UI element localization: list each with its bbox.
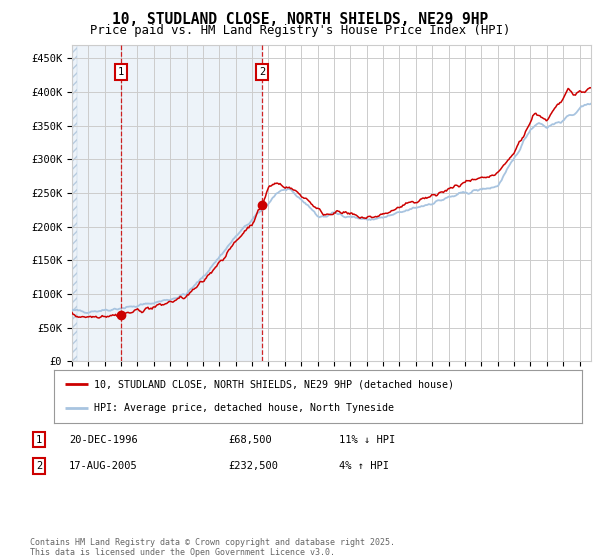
Text: 20-DEC-1996: 20-DEC-1996	[69, 435, 138, 445]
Bar	[72, 45, 77, 361]
Text: Contains HM Land Registry data © Crown copyright and database right 2025.
This d: Contains HM Land Registry data © Crown c…	[30, 538, 395, 557]
Text: 1: 1	[36, 435, 42, 445]
Text: 10, STUDLAND CLOSE, NORTH SHIELDS, NE29 9HP (detached house): 10, STUDLAND CLOSE, NORTH SHIELDS, NE29 …	[94, 380, 454, 390]
Text: £232,500: £232,500	[228, 461, 278, 471]
Bar	[72, 45, 262, 361]
Text: 10, STUDLAND CLOSE, NORTH SHIELDS, NE29 9HP: 10, STUDLAND CLOSE, NORTH SHIELDS, NE29 …	[112, 12, 488, 27]
Text: Price paid vs. HM Land Registry's House Price Index (HPI): Price paid vs. HM Land Registry's House …	[90, 24, 510, 37]
Text: 1: 1	[118, 67, 124, 77]
Text: 2: 2	[36, 461, 42, 471]
Text: 4% ↑ HPI: 4% ↑ HPI	[339, 461, 389, 471]
Text: 17-AUG-2005: 17-AUG-2005	[69, 461, 138, 471]
Text: 11% ↓ HPI: 11% ↓ HPI	[339, 435, 395, 445]
Text: 2: 2	[259, 67, 266, 77]
Text: £68,500: £68,500	[228, 435, 272, 445]
Text: HPI: Average price, detached house, North Tyneside: HPI: Average price, detached house, Nort…	[94, 403, 394, 413]
